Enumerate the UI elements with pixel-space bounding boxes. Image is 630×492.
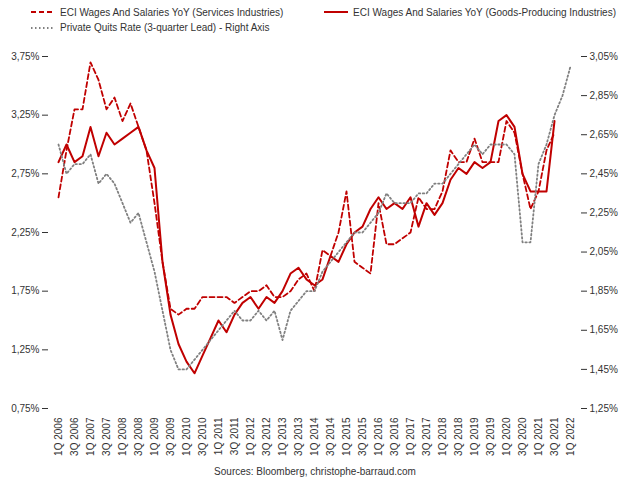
svg-text:3Q 2009: 3Q 2009: [165, 417, 176, 456]
svg-text:1Q 2008: 1Q 2008: [117, 417, 128, 456]
svg-text:3Q 2007: 3Q 2007: [101, 417, 112, 456]
svg-text:1Q 2016: 1Q 2016: [373, 417, 384, 456]
svg-text:3Q 2013: 3Q 2013: [293, 417, 304, 456]
svg-text:3Q 2011: 3Q 2011: [229, 417, 240, 455]
svg-text:1Q 2010: 1Q 2010: [181, 417, 192, 456]
svg-text:3Q 2014: 3Q 2014: [325, 417, 336, 456]
html-text:Sources: Bloomberg, christophe: Sources: Bloomberg, christophe-barraud.c…: [214, 466, 416, 477]
svg-text:1Q 2017: 1Q 2017: [405, 417, 416, 456]
svg-text:1Q 2011: 1Q 2011: [213, 417, 224, 455]
svg-text:1,25%: 1,25%: [590, 403, 618, 414]
svg-text:3Q 2019: 3Q 2019: [485, 417, 496, 456]
svg-text:3,05%: 3,05%: [590, 51, 618, 62]
svg-text:2,65%: 2,65%: [590, 129, 618, 140]
svg-text:3Q 2010: 3Q 2010: [197, 417, 208, 456]
svg-text:2,85%: 2,85%: [590, 90, 618, 101]
svg-text:1,85%: 1,85%: [590, 285, 618, 296]
svg-text:1Q 2019: 1Q 2019: [469, 417, 480, 456]
svg-text:1,25%: 1,25%: [11, 344, 39, 355]
svg-text:1Q 2009: 1Q 2009: [149, 417, 160, 456]
svg-text:3Q 2018: 3Q 2018: [453, 417, 464, 456]
html-text:ECI Wages And Salaries YoY (Se: ECI Wages And Salaries YoY (Services Ind…: [60, 6, 284, 18]
svg-text:2,25%: 2,25%: [590, 207, 618, 218]
svg-text:1Q 2021: 1Q 2021: [533, 417, 544, 456]
svg-text:3,25%: 3,25%: [11, 109, 39, 120]
svg-text:2,05%: 2,05%: [590, 246, 618, 257]
svg-text:3Q 2006: 3Q 2006: [69, 417, 80, 456]
svg-text:3Q 2008: 3Q 2008: [133, 417, 144, 456]
html-text:Private Quits Rate (3-quarter: Private Quits Rate (3-quarter Lead) - Ri…: [60, 22, 270, 34]
svg-text:3Q 2012: 3Q 2012: [261, 417, 272, 456]
svg-text:3Q 2017: 3Q 2017: [421, 417, 432, 456]
svg-text:1Q 2012: 1Q 2012: [245, 417, 256, 456]
svg-text:1Q 2015: 1Q 2015: [341, 417, 352, 456]
svg-text:3,75%: 3,75%: [11, 51, 39, 62]
svg-text:1Q 2007: 1Q 2007: [85, 417, 96, 456]
svg-text:1,75%: 1,75%: [11, 285, 39, 296]
svg-text:3Q 2021: 3Q 2021: [549, 417, 560, 456]
svg-text:3Q 2016: 3Q 2016: [389, 417, 400, 456]
svg-text:3Q 2015: 3Q 2015: [357, 417, 368, 456]
svg-text:1,45%: 1,45%: [590, 364, 618, 375]
svg-text:3Q 2020: 3Q 2020: [517, 417, 528, 456]
svg-text:1Q 2022: 1Q 2022: [565, 417, 576, 456]
svg-text:2,45%: 2,45%: [590, 168, 618, 179]
html-text:ECI Wages And Salaries YoY (Go: ECI Wages And Salaries YoY (Goods-Produc…: [353, 6, 616, 18]
svg-text:2,25%: 2,25%: [11, 227, 39, 238]
svg-text:1Q 2006: 1Q 2006: [53, 417, 64, 456]
svg-text:1Q 2013: 1Q 2013: [277, 417, 288, 456]
svg-text:2,75%: 2,75%: [11, 168, 39, 179]
svg-text:1Q 2018: 1Q 2018: [437, 417, 448, 456]
svg-text:1Q 2020: 1Q 2020: [501, 417, 512, 456]
svg-text:1Q 2014: 1Q 2014: [309, 417, 320, 456]
svg-text:1,65%: 1,65%: [590, 324, 618, 335]
svg-text:0,75%: 0,75%: [11, 403, 39, 414]
